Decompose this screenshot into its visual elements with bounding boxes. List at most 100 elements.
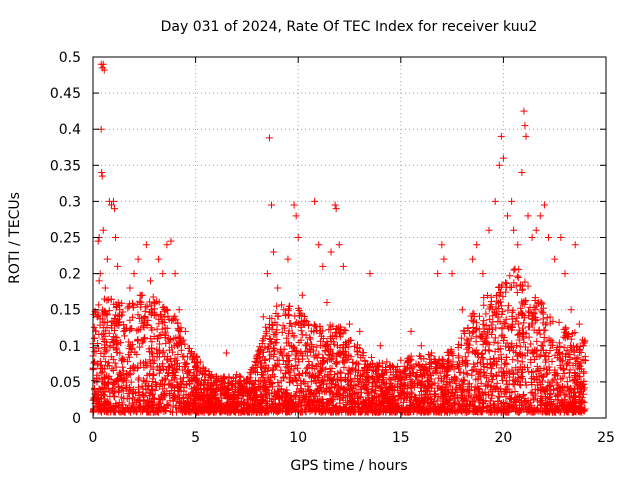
- data-point: [510, 279, 518, 287]
- data-point: [497, 364, 505, 372]
- data-point: [103, 372, 111, 380]
- data-point: [295, 370, 303, 378]
- data-point: [571, 388, 579, 396]
- data-point: [102, 381, 110, 389]
- data-point: [167, 237, 175, 245]
- data-point: [494, 397, 502, 405]
- data-point: [155, 331, 163, 339]
- data-point: [256, 343, 264, 351]
- data-point: [326, 364, 334, 372]
- data-point: [559, 365, 567, 373]
- data-point: [537, 384, 545, 392]
- data-point: [377, 399, 385, 407]
- data-point: [369, 386, 377, 394]
- data-point: [508, 197, 516, 205]
- data-point: [200, 386, 208, 394]
- data-point: [104, 296, 112, 304]
- data-point: [127, 325, 135, 333]
- data-point: [323, 298, 331, 306]
- data-point: [277, 406, 285, 414]
- data-point: [118, 376, 126, 384]
- data-point: [468, 371, 476, 379]
- data-point: [95, 398, 103, 406]
- data-point: [225, 373, 233, 381]
- data-point: [100, 295, 108, 303]
- data-point: [531, 390, 539, 398]
- data-point: [213, 378, 221, 386]
- data-point: [192, 363, 200, 371]
- data-point: [458, 408, 466, 416]
- data-point: [529, 350, 537, 358]
- data-point: [440, 255, 448, 263]
- data-point: [444, 405, 452, 413]
- data-point: [387, 400, 395, 408]
- data-point: [129, 313, 137, 321]
- data-point: [284, 351, 292, 359]
- data-point: [540, 388, 548, 396]
- data-point: [438, 365, 446, 373]
- data-point: [175, 326, 183, 334]
- data-point: [435, 357, 443, 365]
- data-point: [273, 336, 281, 344]
- data-point: [460, 327, 468, 335]
- data-point: [407, 327, 415, 335]
- data-point: [115, 370, 123, 378]
- data-point: [471, 348, 479, 356]
- data-point: [501, 385, 509, 393]
- data-point: [95, 331, 103, 339]
- data-point: [323, 380, 331, 388]
- data-point: [129, 394, 137, 402]
- data-point: [146, 335, 154, 343]
- data-point: [374, 362, 382, 370]
- data-point: [112, 304, 120, 312]
- data-point: [146, 298, 154, 306]
- data-point: [128, 299, 136, 307]
- data-point: [525, 403, 533, 411]
- data-point: [521, 314, 529, 322]
- data-point: [297, 386, 305, 394]
- data-point: [426, 365, 434, 373]
- data-point: [424, 373, 432, 381]
- data-point: [427, 399, 435, 407]
- data-point: [368, 353, 376, 361]
- data-point: [381, 369, 389, 377]
- data-points: [89, 60, 589, 416]
- data-point: [109, 355, 117, 363]
- data-point: [509, 402, 517, 410]
- data-point: [124, 358, 132, 366]
- data-point: [301, 348, 309, 356]
- data-point: [332, 380, 340, 388]
- data-point: [194, 385, 202, 393]
- data-point: [273, 387, 281, 395]
- data-point: [155, 320, 163, 328]
- data-point: [504, 212, 512, 220]
- chart-title: Day 031 of 2024, Rate Of TEC Index for r…: [161, 19, 538, 35]
- data-point: [494, 404, 502, 412]
- data-point: [251, 394, 259, 402]
- data-point: [116, 306, 124, 314]
- data-point: [263, 270, 271, 278]
- data-point: [291, 391, 299, 399]
- data-point: [130, 385, 138, 393]
- data-point: [181, 340, 189, 348]
- data-point: [487, 383, 495, 391]
- data-point: [456, 361, 464, 369]
- data-point: [401, 394, 409, 402]
- data-point: [143, 372, 151, 380]
- data-point: [143, 302, 151, 310]
- data-point: [319, 355, 327, 363]
- data-point: [509, 306, 517, 314]
- data-point: [570, 376, 578, 384]
- data-point: [478, 349, 486, 357]
- data-point: [291, 320, 299, 328]
- data-point: [565, 359, 573, 367]
- data-point: [353, 359, 361, 367]
- data-point: [153, 407, 161, 415]
- data-point: [294, 364, 302, 372]
- data-point: [515, 408, 523, 416]
- data-point: [266, 355, 274, 363]
- data-point: [327, 398, 335, 406]
- data-point: [121, 408, 129, 416]
- data-point: [558, 403, 566, 411]
- data-point: [259, 313, 267, 321]
